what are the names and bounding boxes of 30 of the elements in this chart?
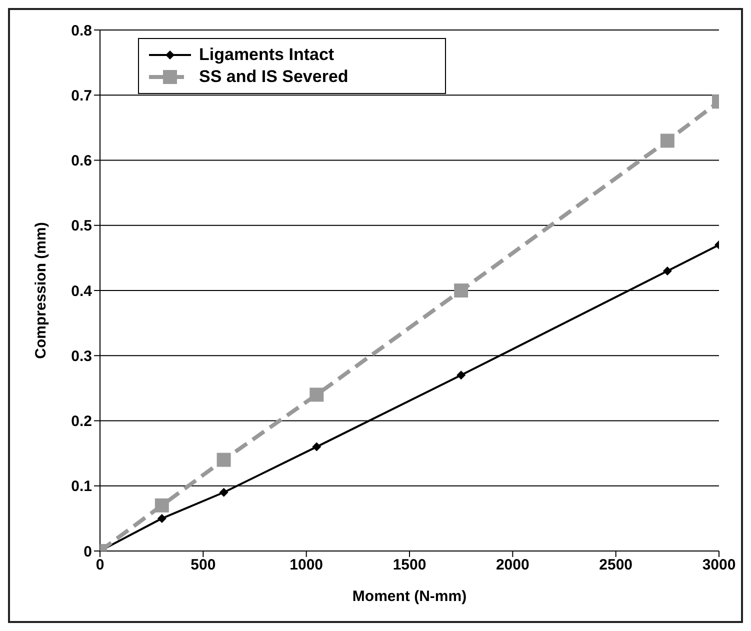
point [454, 284, 468, 298]
point [310, 388, 324, 402]
point [219, 488, 228, 497]
y-tick-label: 0.7 [71, 87, 92, 104]
point [662, 266, 672, 276]
x-tick-label: 3000 [702, 556, 736, 574]
point [154, 498, 169, 512]
point [312, 442, 322, 452]
x-tick-label: 0 [96, 556, 104, 574]
y-tick-label: 0.4 [71, 282, 93, 300]
y-tick-label: 0 [84, 543, 92, 560]
point [216, 452, 231, 467]
y-tick-label: 0.5 [71, 218, 92, 235]
x-tick-label: 1000 [290, 556, 324, 574]
y-axis-title: Compression (mm) [32, 222, 50, 359]
x-tick-label: 2000 [496, 556, 530, 574]
legend-label: SS and IS Severed [199, 67, 348, 87]
y-tick-label: 0.8 [71, 22, 92, 40]
y-tick-label: 0.2 [71, 413, 92, 430]
point [660, 134, 674, 148]
point [157, 514, 166, 523]
y-tick-label: 0.1 [71, 478, 92, 496]
y-tick-label: 0.3 [71, 348, 92, 365]
x-tick-label: 2500 [599, 556, 633, 574]
y-tick-label: 0.6 [71, 152, 92, 170]
x-tick-label: 500 [190, 556, 216, 574]
x-axis-title: Moment (N-mm) [352, 588, 467, 605]
legend-label: Ligaments Intact [199, 45, 334, 65]
point [456, 370, 466, 380]
x-tick-label: 1500 [392, 556, 426, 574]
